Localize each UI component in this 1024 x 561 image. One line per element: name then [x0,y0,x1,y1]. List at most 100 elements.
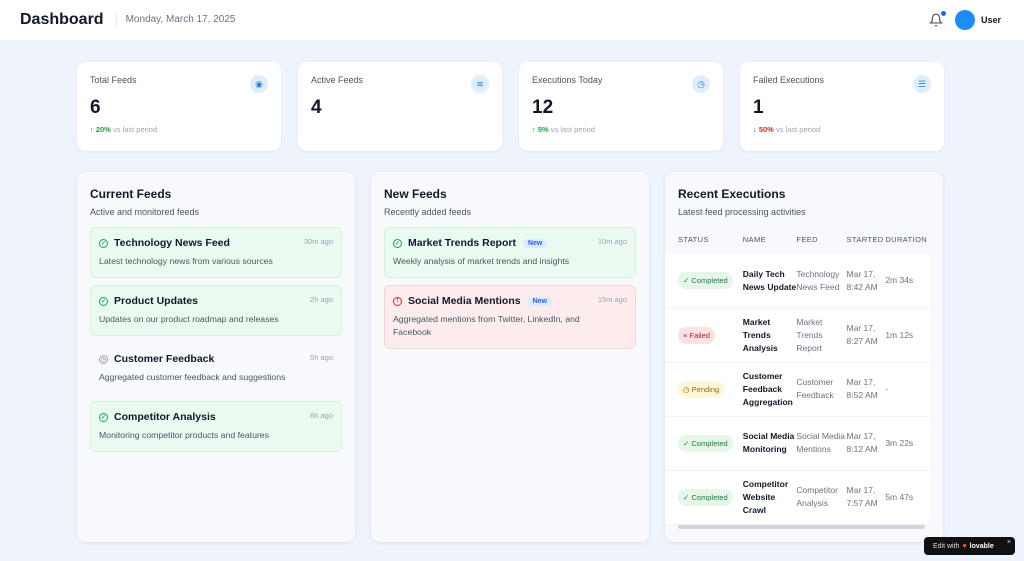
check-circle-icon: ✓ [393,238,402,248]
executions-table: STATUS NAME FEED STARTED DURATION ✓ Complete… [665,235,930,525]
column-header: NAME [742,235,767,244]
database-icon: ≋ [471,75,489,93]
notification-button[interactable] [928,11,946,27]
feed-description: Aggregated mentions from Twitter, Linked… [393,314,580,337]
change-value: 50% [758,125,774,134]
brand-name: lovable [969,542,994,550]
execution-duration: 5m 47s [885,470,930,525]
panel-title: Current Feeds [90,187,172,201]
check-icon: ✓ [683,492,690,502]
feed-description: Updates on our product roadmap and relea… [99,314,279,324]
stat-value: 4 [311,97,322,118]
execution-started: Mar 17, 8:52 AM [846,362,886,417]
execution-started: Mar 17, 8:12 AM [846,416,886,471]
feed-name: Customer Feedback [114,353,215,365]
execution-duration: 2m 34s [885,254,930,309]
feed-name: Social Media Mentions [408,295,521,307]
stat-value: 12 [532,97,554,118]
feed-description: Aggregated customer feedback and suggest… [99,372,286,382]
page-title: Dashboard [20,11,104,28]
table-row[interactable]: ◷ Pending Customer Feedback Aggregation … [665,362,930,417]
notification-dot [940,11,946,16]
panel-title: New Feeds [384,187,447,201]
change-suffix: vs last period [112,125,158,134]
feed-item[interactable]: ✓ Market Trends Report New Weekly analysis… [384,227,636,278]
check-circle-icon: ✓ [99,296,108,306]
column-header: STATUS [678,235,709,244]
panel-title: Recent Executions [678,187,786,201]
arrow-up-icon: ↑ [90,125,96,134]
feed-description: Monitoring competitor products and featu… [99,430,269,440]
table-row[interactable]: × Failed Market Trends Analysis Market T… [665,308,930,363]
feed-item[interactable]: ✓ Technology News Feed Latest technology … [90,227,342,278]
new-badge: New [522,238,548,248]
heart-icon: ♥ [962,542,967,550]
stat-change: ↑ 5% vs last period [532,125,710,134]
edit-with-lovable-badge[interactable]: Edit with ♥ lovable × [924,537,1015,555]
check-circle-icon: ✓ [99,238,108,248]
user-name[interactable]: User [980,15,1001,25]
stat-value: 1 [753,97,764,118]
column-header: DURATION [885,235,928,244]
close-icon[interactable]: × [1006,539,1011,546]
feed-description: Weekly analysis of market trends and ins… [393,256,570,266]
feed-time: 5h ago [310,353,333,362]
feed-item[interactable]: ✓ Product Updates Updates on our product … [90,285,342,336]
status-text: Completed [691,438,728,448]
execution-started: Mar 17, 8:27 AM [846,308,886,363]
execution-name: Market Trends Analysis [742,308,797,363]
table-row[interactable]: ✓ Completed Competitor Website Crawl Com… [665,470,930,525]
table-row[interactable]: ✓ Completed Daily Tech News Update Techn… [665,254,930,309]
execution-started: Mar 17, 7:57 AM [846,470,886,525]
feed-item[interactable]: ◷ Customer Feedback Aggregated customer f… [90,343,342,394]
feed-name: Product Updates [114,295,199,307]
column-header: FEED [796,235,818,244]
stat-change: ↑ 20% vs last period [90,125,268,134]
badge-text: Edit with [933,542,960,550]
horizontal-scrollbar[interactable] [678,525,925,529]
check-icon: ✓ [683,276,690,286]
stat-label: Active Feeds [311,75,364,85]
header: Dashboard Monday, March 17, 2025 User [0,0,1024,40]
stat-card: Failed Executions ☰ 1 ↓ 50% vs last peri… [740,62,944,151]
stat-change: ↓ 50% vs last period [753,125,931,134]
feed-time: 2h ago [310,295,333,304]
clock-icon: ◷ [683,384,690,394]
stat-label: Failed Executions [753,75,825,85]
recent-executions-panel: Recent Executions Latest feed processing… [665,172,943,542]
execution-duration: 3m 22s [885,416,930,471]
status-text: Completed [691,492,728,502]
status-badge: ✓ Completed [678,488,733,506]
feed-time: 30m ago [303,237,333,246]
stat-card: Total Feeds ◉ 6 ↑ 20% vs last period [77,62,281,151]
feed-time: 10m ago [597,237,627,246]
feed-name: Market Trends Report [408,237,516,249]
execution-name: Customer Feedback Aggregation [742,362,797,417]
clock-icon: ◷ [692,75,710,93]
status-text: Failed [689,330,710,340]
check-circle-icon: ✓ [99,412,108,422]
execution-feed: Customer Feedback [796,362,847,417]
execution-duration: 1m 12s [885,308,930,363]
execution-name: Daily Tech News Update [742,254,797,309]
execution-started: Mar 17, 8:42 AM [846,254,886,309]
change-suffix: vs last period [550,125,595,134]
execution-feed: Technology News Feed [796,254,847,309]
feed-name: Competitor Analysis [114,411,216,423]
status-badge: × Failed [678,326,715,344]
change-value: 20% [95,125,111,134]
feed-time: 15m ago [597,295,627,304]
change-value: 5% [537,125,549,134]
bell-icon [928,13,944,27]
alert-circle-icon: ! [393,296,402,306]
stat-label: Executions Today [532,75,603,85]
feed-item[interactable]: ! Social Media Mentions New Aggregated men… [384,285,636,349]
panel-subtitle: Latest feed processing activities [678,207,806,217]
table-row[interactable]: ✓ Completed Social Media Monitoring Soci… [665,416,930,471]
check-icon: ✓ [683,438,690,448]
new-badge: New [527,296,553,306]
avatar[interactable] [954,10,975,30]
feed-item[interactable]: ✓ Competitor Analysis Monitoring competit… [90,401,342,452]
status-badge: ✓ Completed [678,272,733,290]
status-text: Pending [691,384,720,394]
